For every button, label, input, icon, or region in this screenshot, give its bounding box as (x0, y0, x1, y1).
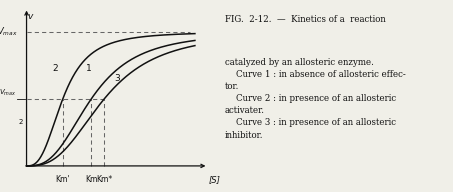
Text: $V_{max}$: $V_{max}$ (0, 87, 16, 98)
Text: 3: 3 (114, 74, 120, 83)
Text: catalyzed by an allosteric enzyme.
    Curve 1 : in absence of allosteric effec-: catalyzed by an allosteric enzyme. Curve… (225, 58, 405, 140)
Text: [S]: [S] (208, 175, 220, 184)
Text: FIG.  2-12.  —  Kinetics of a  reaction: FIG. 2-12. — Kinetics of a reaction (225, 15, 385, 24)
Text: 2: 2 (19, 119, 23, 125)
Text: Km': Km' (56, 175, 70, 184)
Text: v: v (28, 12, 33, 22)
Text: 1: 1 (86, 64, 92, 73)
Text: Km: Km (85, 175, 97, 184)
Text: Km*: Km* (96, 175, 112, 184)
Text: 2: 2 (52, 64, 58, 73)
Text: $V_{max}$: $V_{max}$ (0, 26, 18, 38)
